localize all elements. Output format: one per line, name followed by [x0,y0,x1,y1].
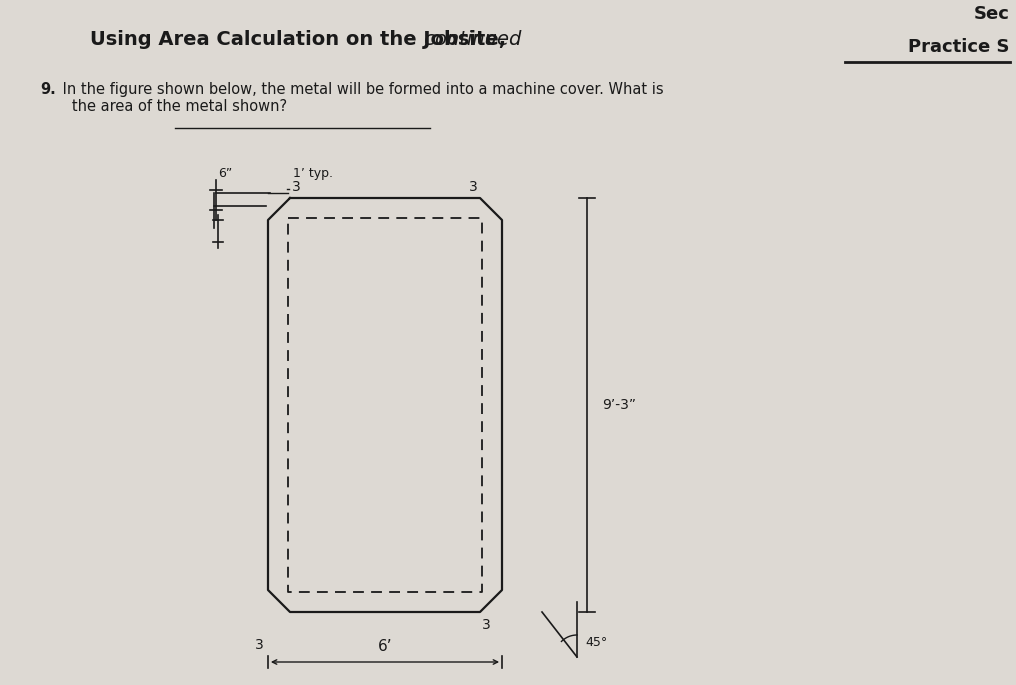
Text: 1’ typ.: 1’ typ. [293,167,333,180]
Text: 45°: 45° [585,636,608,649]
Text: 6’: 6’ [378,639,392,654]
Text: Practice S: Practice S [908,38,1010,56]
Text: 6”: 6” [218,167,233,180]
Text: 3: 3 [255,638,264,652]
Text: 9.: 9. [40,82,56,97]
Text: 9’-3”: 9’-3” [602,398,636,412]
Text: Sec: Sec [974,5,1010,23]
Text: 3: 3 [469,180,478,194]
Text: continued: continued [418,30,521,49]
Text: 3: 3 [482,618,491,632]
Text: Using Area Calculation on the Jobsite,: Using Area Calculation on the Jobsite, [90,30,506,49]
Text: 3: 3 [292,180,301,194]
Text: In the figure shown below, the metal will be formed into a machine cover. What i: In the figure shown below, the metal wil… [58,82,663,114]
